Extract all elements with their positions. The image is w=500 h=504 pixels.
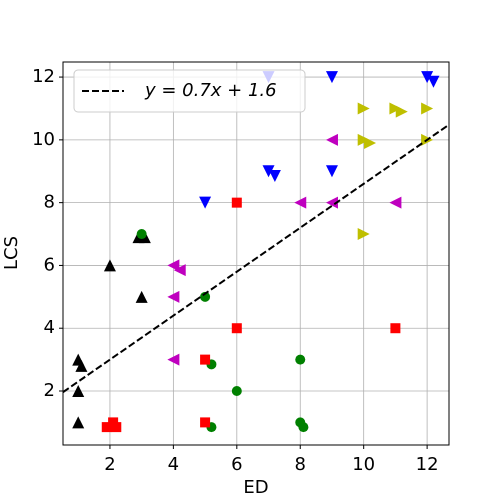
legend-label: y = 0.7x + 1.6 <box>144 80 277 101</box>
point <box>103 259 116 272</box>
fit-line <box>63 123 449 393</box>
point <box>325 165 338 178</box>
point <box>325 133 338 146</box>
point <box>231 197 242 208</box>
point <box>75 359 88 372</box>
point <box>199 196 212 209</box>
point <box>262 165 275 178</box>
point <box>295 354 306 365</box>
point <box>390 323 401 334</box>
x-axis-label: ED <box>243 477 268 498</box>
y-tick-label: 6 <box>44 254 55 275</box>
point <box>167 353 180 366</box>
legend: y = 0.7x + 1.6 <box>73 69 306 113</box>
point <box>357 133 370 146</box>
grid <box>63 62 449 445</box>
point <box>364 136 377 149</box>
point <box>357 102 370 115</box>
point <box>395 105 408 118</box>
point <box>167 259 180 272</box>
y-tick-label: 2 <box>44 380 55 401</box>
plot-frame <box>62 61 450 446</box>
point <box>421 71 434 84</box>
point <box>325 71 338 84</box>
marks <box>63 71 449 433</box>
point <box>298 422 309 433</box>
point <box>294 196 307 209</box>
point <box>268 169 281 182</box>
point <box>72 416 85 429</box>
point <box>389 196 402 209</box>
point <box>135 290 148 303</box>
point <box>357 228 370 241</box>
point <box>136 229 147 240</box>
y-tick-label: 8 <box>44 192 55 213</box>
point <box>325 196 338 209</box>
point <box>427 75 440 88</box>
x-tick-label: 10 <box>352 454 375 475</box>
x-tick-label: 6 <box>231 454 242 475</box>
x-tick-label: 8 <box>295 454 306 475</box>
point <box>167 290 180 303</box>
point <box>111 422 122 433</box>
point <box>200 417 211 428</box>
x-tick-label: 4 <box>168 454 179 475</box>
point <box>200 354 211 365</box>
y-tick-label: 4 <box>44 317 55 338</box>
y-tick-label: 12 <box>32 66 55 87</box>
x-tick-label: 2 <box>104 454 115 475</box>
x-tick-label: 12 <box>416 454 439 475</box>
point <box>389 102 402 115</box>
y-axis-label: LCS <box>1 236 22 270</box>
point <box>173 264 186 277</box>
point <box>72 385 85 398</box>
point <box>231 386 242 397</box>
point <box>231 323 242 334</box>
y-tick-label: 10 <box>32 129 55 150</box>
legend-box <box>73 69 306 113</box>
point <box>421 102 434 115</box>
